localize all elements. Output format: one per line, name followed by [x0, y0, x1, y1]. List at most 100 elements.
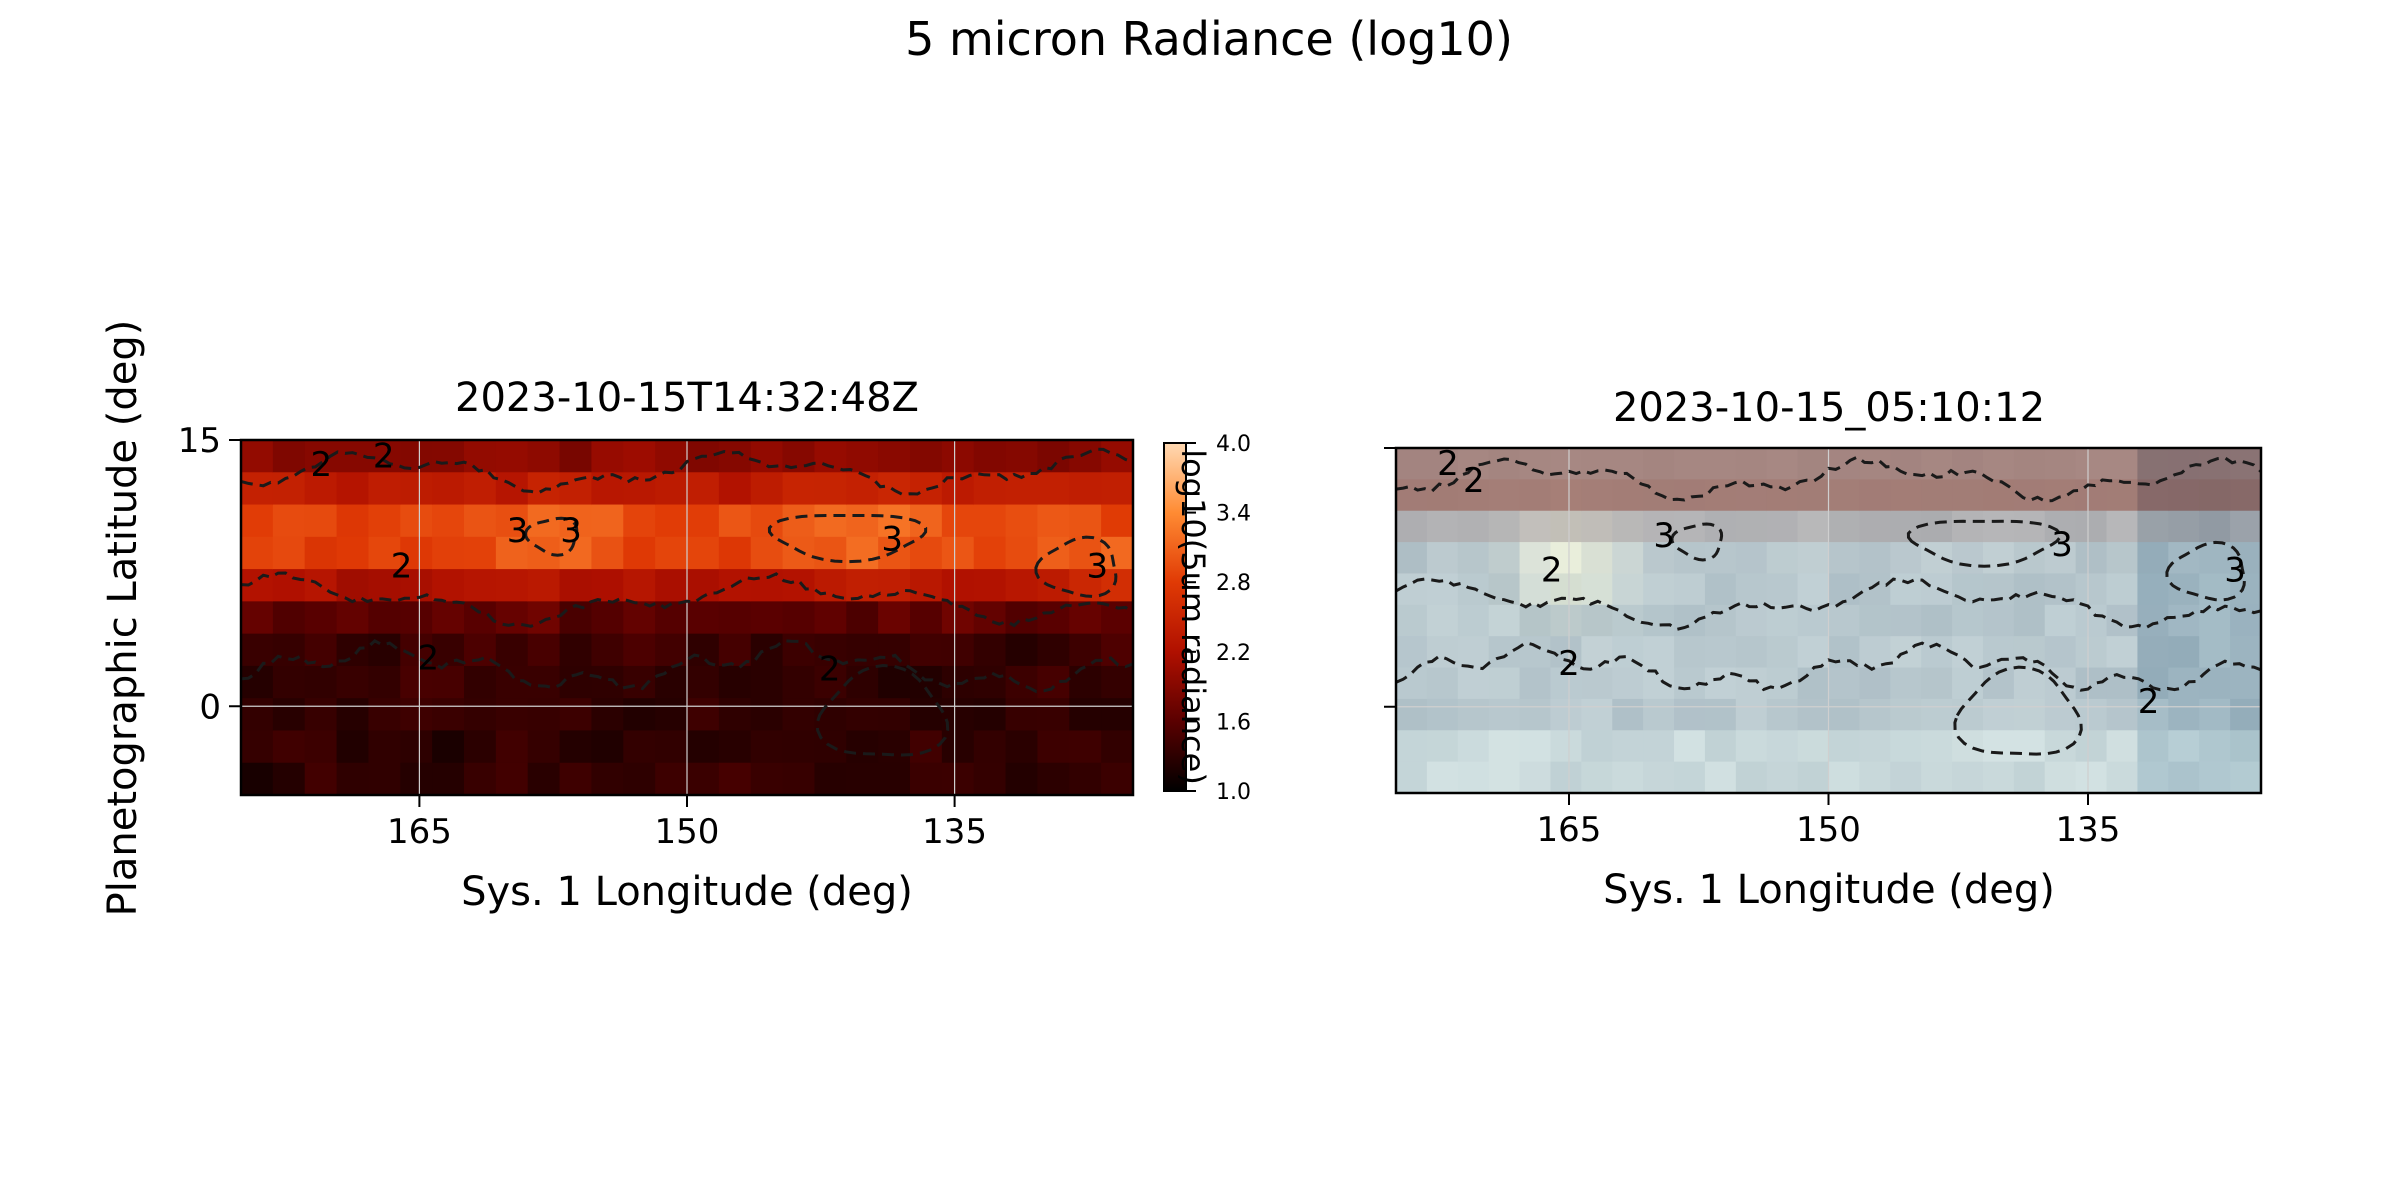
- heatmap-cell: [400, 665, 433, 699]
- heatmap-cell: [1069, 665, 1102, 699]
- heatmap-cell: [1704, 698, 1737, 731]
- heatmap-cell: [718, 762, 752, 795]
- heatmap-cell: [1797, 604, 1830, 637]
- heatmap-cell: [718, 504, 752, 538]
- heatmap-cell: [1037, 762, 1070, 795]
- heatmap-cell: [1488, 698, 1521, 731]
- heatmap-cell: [1101, 665, 1133, 699]
- heatmap-cell: [910, 601, 943, 635]
- heatmap-cell: [1612, 479, 1644, 512]
- heatmap-cell: [559, 440, 593, 473]
- contour-loop: [1906, 519, 2062, 568]
- contour-label: 3: [1653, 516, 1675, 556]
- heatmap-cell: [527, 665, 561, 699]
- heatmap-cell: [1426, 573, 1459, 606]
- heatmap-cell: [750, 633, 784, 667]
- contour-label: 2: [2138, 682, 2160, 722]
- heatmap-cell: [2199, 698, 2231, 731]
- heatmap-cell: [878, 730, 911, 764]
- heatmap-cell: [1704, 448, 1737, 480]
- panel-left-ylabel: Planetographic Latitude (deg): [100, 320, 146, 917]
- heatmap-cell: [1890, 479, 1922, 512]
- heatmap-cell: [1704, 761, 1737, 793]
- heatmap-cell: [1069, 762, 1102, 795]
- heatmap-cell: [2230, 698, 2261, 731]
- heatmap-cell: [2137, 604, 2169, 637]
- heatmap-cell: [241, 536, 274, 570]
- heatmap-cell: [241, 440, 274, 473]
- heatmap-cell: [1797, 573, 1830, 606]
- heatmap-cell: [1674, 730, 1706, 763]
- heatmap-cell: [1890, 542, 1922, 575]
- heatmap-cell: [1921, 448, 1953, 480]
- heatmap-cell: [623, 698, 656, 732]
- heatmap-cell: [1643, 761, 1675, 793]
- heatmap-cell: [814, 504, 847, 538]
- heatmap-cell: [623, 472, 656, 506]
- heatmap-cell: [1952, 761, 1984, 793]
- heatmap-cell: [687, 698, 720, 732]
- panel-left-plot: 2 223 3 332 2: [241, 440, 1133, 795]
- heatmap-cell: [495, 762, 529, 795]
- heatmap-cell: [2199, 448, 2231, 480]
- heatmap-cell: [2168, 761, 2200, 793]
- heatmap-cell: [1797, 542, 1830, 575]
- heatmap-cell: [623, 536, 656, 570]
- heatmap-cell: [1704, 636, 1737, 669]
- heatmap-cell: [2230, 667, 2261, 700]
- heatmap-cell: [1982, 542, 2015, 575]
- heatmap-cell: [304, 730, 338, 764]
- heatmap-cell: [1828, 542, 1860, 575]
- heatmap-cell: [1890, 730, 1922, 763]
- heatmap-cell: [750, 665, 784, 699]
- heatmap-cell: [1890, 604, 1922, 637]
- heatmap-cell: [591, 440, 624, 473]
- heatmap-cell: [2168, 730, 2200, 763]
- heatmap-cell: [1550, 667, 1582, 700]
- heatmap-cell: [400, 762, 433, 795]
- heatmap-cell: [2168, 667, 2200, 700]
- heatmap-cell: [1005, 536, 1039, 570]
- panel-right-title: 2023-10-15_05:10:12: [1613, 385, 2045, 431]
- heatmap-cell: [527, 698, 561, 732]
- contour-line: [1396, 455, 2261, 503]
- heatmap-cell: [241, 698, 274, 732]
- heatmap-cell: [1982, 448, 2015, 480]
- heatmap-cell: [272, 472, 306, 506]
- heatmap-cell: [1037, 569, 1070, 602]
- heatmap-cell: [623, 730, 656, 764]
- heatmap-cell: [1828, 604, 1860, 637]
- heatmap-cell: [2044, 479, 2077, 512]
- contour-label: 3: [560, 511, 582, 551]
- contour-line: [1396, 641, 2261, 692]
- heatmap-cell: [1828, 448, 1860, 480]
- heatmap-cell: [750, 440, 784, 473]
- heatmap-cell: [1766, 667, 1799, 700]
- heatmap-cell: [495, 601, 529, 635]
- heatmap-cell: [368, 665, 401, 699]
- y-tick-label: 0: [199, 687, 221, 727]
- heatmap-cell: [1859, 573, 1891, 606]
- heatmap-cell: [432, 601, 465, 635]
- heatmap-cell: [1982, 510, 2015, 543]
- heatmap-cell: [1859, 667, 1891, 700]
- heatmap-cell: [1890, 761, 1922, 793]
- heatmap-cell: [400, 536, 433, 570]
- heatmap-cell: [846, 504, 879, 538]
- heatmap-cell: [1828, 510, 1860, 543]
- heatmap-cell: [1704, 604, 1737, 637]
- heatmap-cell: [1037, 730, 1070, 764]
- heatmap-cell: [623, 633, 656, 667]
- heatmap-cell: [1581, 542, 1613, 575]
- heatmap-cell: [1766, 542, 1799, 575]
- heatmap-cell: [1674, 698, 1706, 731]
- heatmap-cell: [2106, 636, 2139, 669]
- heatmap-cell: [2075, 573, 2108, 606]
- heatmap-cell: [1550, 730, 1582, 763]
- heatmap-cell: [1037, 633, 1070, 667]
- heatmap-cell: [1101, 472, 1133, 506]
- heatmap-cell: [1581, 448, 1613, 480]
- heatmap-cell: [1643, 636, 1675, 669]
- heatmap-cell: [559, 665, 593, 699]
- heatmap-cell: [559, 730, 593, 764]
